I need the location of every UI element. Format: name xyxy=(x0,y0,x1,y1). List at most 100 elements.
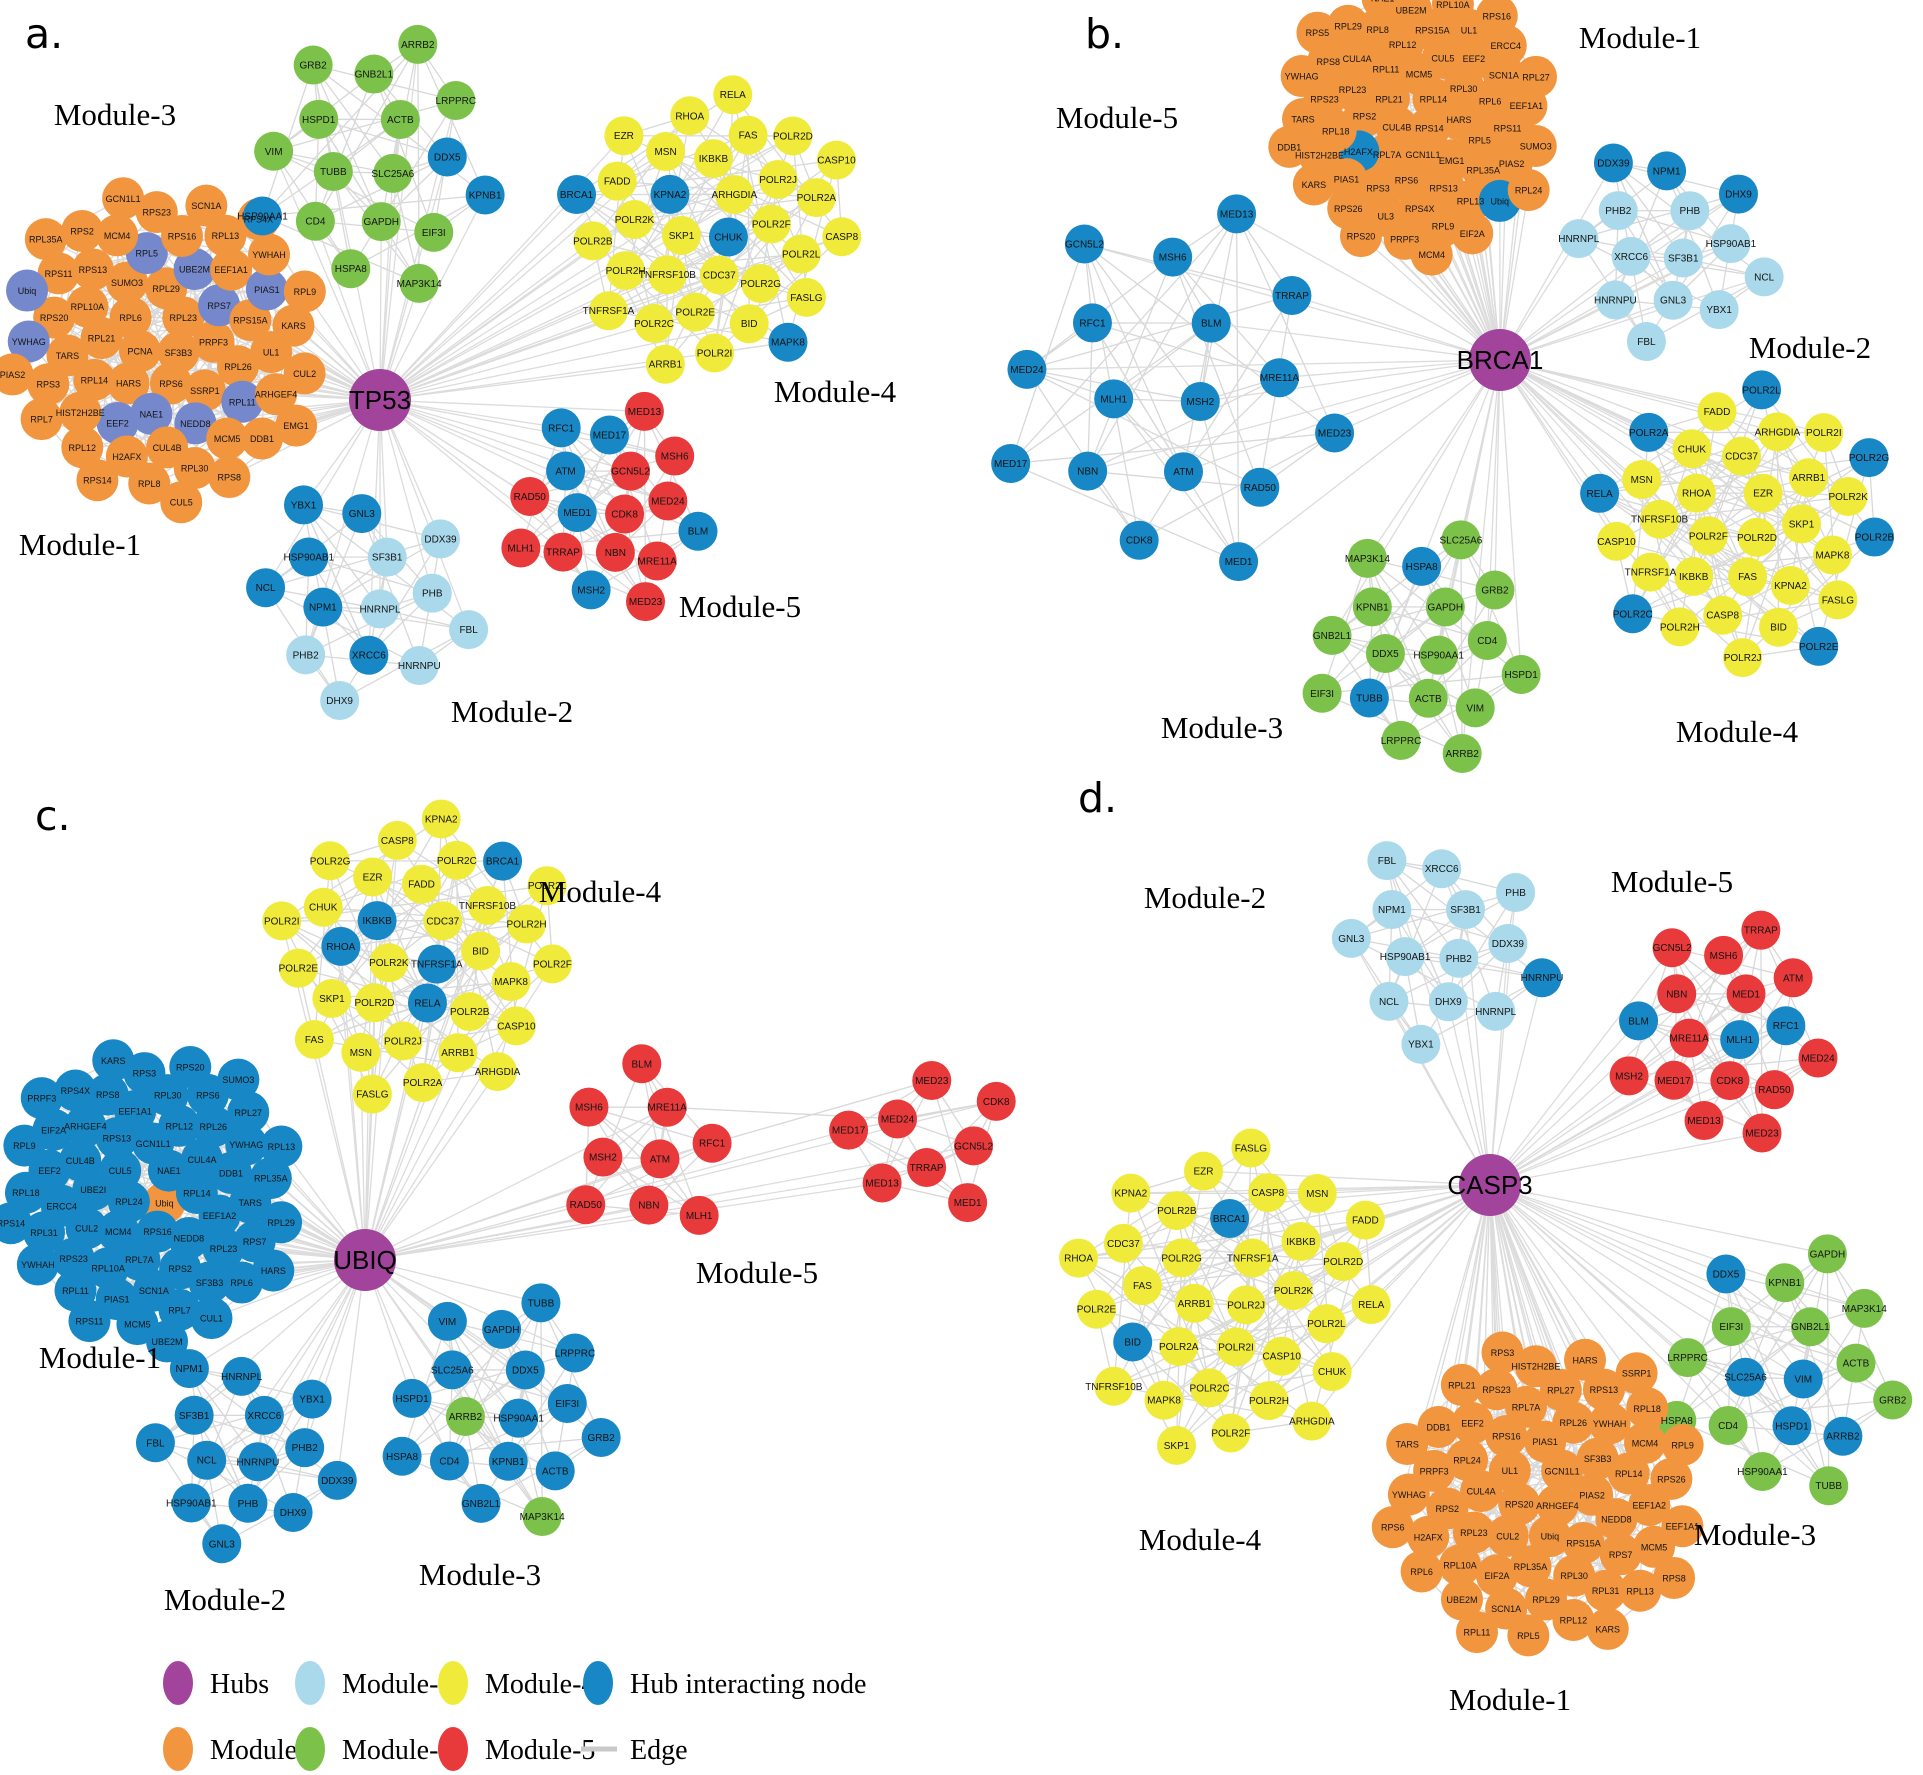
node-FASLG xyxy=(352,1074,392,1114)
edge xyxy=(446,1320,520,1419)
node-KPNB1 xyxy=(1352,587,1392,627)
node-DHX9 xyxy=(1428,982,1468,1022)
node-HNRNPU xyxy=(399,646,439,686)
edge xyxy=(1026,359,1501,371)
node-MED24 xyxy=(648,481,688,521)
node-H2AFX xyxy=(1407,1515,1450,1558)
node-MSH2 xyxy=(571,570,611,610)
node-RPL13 xyxy=(204,214,247,257)
node-POLR2A xyxy=(1159,1327,1199,1367)
node-POLR2F xyxy=(532,944,572,984)
node-TUBB xyxy=(313,152,353,192)
edge xyxy=(1499,210,1691,361)
node-HSP90AB1 xyxy=(289,537,329,577)
node-SLC25A6 xyxy=(432,1350,472,1390)
module-label-module-3: Module-3 xyxy=(1694,1517,1816,1552)
node-PHB2 xyxy=(286,635,326,675)
edge xyxy=(1659,477,1809,520)
node-MED23 xyxy=(1742,1113,1782,1153)
edge xyxy=(1614,170,1668,301)
node-EIF3I xyxy=(414,212,454,252)
node-CDC37 xyxy=(1722,436,1762,476)
node-MSH6 xyxy=(1704,935,1744,975)
node-RPS14 xyxy=(76,459,119,502)
node-TRRAP xyxy=(1741,910,1781,950)
node-POLR2D xyxy=(773,116,813,156)
edge xyxy=(1666,170,1720,310)
node-POLR2A xyxy=(1629,412,1669,452)
node-KARS xyxy=(272,304,315,347)
node-ATM xyxy=(1163,452,1203,492)
node-RPL5 xyxy=(1507,1614,1550,1657)
node-ARRB2 xyxy=(445,1397,485,1437)
node-MSH2 xyxy=(583,1137,623,1177)
edge xyxy=(336,1259,366,1481)
edge xyxy=(379,323,750,401)
edge xyxy=(1026,294,1293,371)
node-POLR2K xyxy=(614,200,654,240)
node-NEDD8 xyxy=(174,402,217,445)
node-GNB2L1 xyxy=(1312,615,1352,655)
node-MAP3K14 xyxy=(1844,1288,1884,1328)
node-KPNA2 xyxy=(1111,1173,1151,1213)
node-HSPD1 xyxy=(299,99,339,139)
module-label-module-2: Module-2 xyxy=(164,1582,286,1617)
edge xyxy=(379,399,645,413)
node-FAS xyxy=(1122,1266,1162,1306)
node-TNFRSF10B xyxy=(647,255,687,295)
edge xyxy=(1725,1273,1804,1380)
node-RPS3 xyxy=(1481,1331,1524,1374)
node-RHOA xyxy=(1676,473,1716,513)
node-NCL xyxy=(1369,981,1409,1021)
node-MED17 xyxy=(589,415,629,455)
node-GNB2L1 xyxy=(461,1483,501,1523)
node-LRPPRC xyxy=(1381,720,1421,760)
node-NCL xyxy=(1744,257,1784,297)
node-HNRNPL xyxy=(1476,991,1516,1031)
edge xyxy=(379,399,699,532)
node-POLR2I xyxy=(1216,1327,1256,1367)
edge xyxy=(189,1259,366,1370)
node-CHUK xyxy=(303,887,343,927)
edge xyxy=(1087,256,1174,472)
node-RPS8 xyxy=(1653,1556,1696,1599)
node-ARHGDIA xyxy=(1757,412,1797,452)
node-PHB xyxy=(228,1483,268,1523)
node-CD4 xyxy=(295,201,335,241)
node-BID xyxy=(461,931,501,971)
edge xyxy=(1489,1079,1731,1186)
module-label-module-1: Module-1 xyxy=(39,1340,161,1375)
hub-label-TP53: TP53 xyxy=(349,385,411,415)
edge xyxy=(1245,1219,1366,1306)
node-POLR2H xyxy=(606,251,646,291)
node-NCL xyxy=(187,1440,227,1480)
node-ARRB1 xyxy=(438,1033,478,1073)
edge xyxy=(1366,359,1501,559)
node-NPM1 xyxy=(303,587,343,627)
hub-node-CASP3 xyxy=(1459,1154,1521,1216)
node-RELA xyxy=(1580,473,1620,513)
node-GAPDH xyxy=(1425,587,1465,627)
edge xyxy=(1489,1184,1727,1275)
hub-node-BRCA1 xyxy=(1469,329,1531,391)
node-FADD xyxy=(401,864,441,904)
node-SF3B1 xyxy=(174,1395,214,1435)
node-RFC1 xyxy=(1072,303,1112,343)
node-POLR2K xyxy=(1828,477,1868,517)
node-RPS4X xyxy=(54,1069,97,1112)
node-CDC37 xyxy=(699,255,739,295)
node-ACTB xyxy=(380,99,420,139)
node-EEF2 xyxy=(1451,1402,1494,1445)
edge xyxy=(265,399,381,589)
edge xyxy=(1087,213,1238,472)
edge xyxy=(1083,243,1201,402)
node-HNRNPU xyxy=(1522,958,1562,998)
edge xyxy=(664,235,683,365)
edge xyxy=(364,1182,883,1261)
node-RPL8 xyxy=(128,462,171,505)
node-POLR2H xyxy=(507,904,547,944)
node-MED1 xyxy=(557,493,597,533)
node-TUBB xyxy=(521,1283,561,1323)
node-POLR2K xyxy=(1273,1271,1313,1311)
node-GRB2 xyxy=(581,1417,621,1457)
